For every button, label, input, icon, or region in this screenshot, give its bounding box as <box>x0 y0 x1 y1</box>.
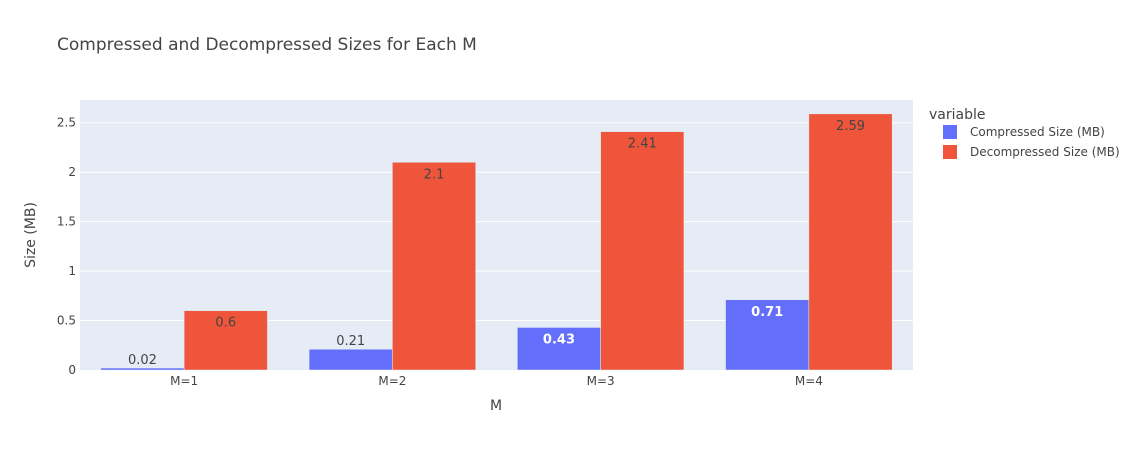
bar-value-label: 2.1 <box>424 167 445 182</box>
bar-value-label: 0.02 <box>128 353 157 368</box>
legend-label: Compressed Size (MB) <box>970 125 1105 139</box>
bar-decompressed-2 <box>392 162 476 371</box>
x-axis-ticks: M=1 M=2 M=3 M=4 <box>170 374 823 388</box>
y-axis-title: Size (MB) <box>23 202 39 268</box>
bar-value-label: 0.6 <box>215 316 236 331</box>
x-tick-label: M=4 <box>795 374 823 388</box>
legend-label: Decompressed Size (MB) <box>970 145 1120 159</box>
bar-value-label: 2.59 <box>836 119 865 134</box>
bar-compressed-3 <box>517 327 601 371</box>
y-tick-label: 0.5 <box>57 314 76 328</box>
bar-compressed-4 <box>725 299 810 371</box>
legend-swatch <box>943 145 957 159</box>
bar-compressed-1 <box>100 367 185 371</box>
x-axis-title: M <box>490 398 502 414</box>
bar-value-label: 0.21 <box>336 334 365 349</box>
bar-labels: 0.02 0.6 0.21 2.1 0.43 2.41 0.71 2.59 <box>128 119 865 368</box>
x-tick-label: M=1 <box>170 374 198 388</box>
y-tick-label: 0 <box>68 363 76 377</box>
legend-swatch <box>943 125 957 139</box>
chart-title: Compressed and Decompressed Sizes for Ea… <box>57 35 477 55</box>
bar-decompressed-3 <box>600 131 685 371</box>
bars <box>100 113 893 371</box>
bar-value-label: 0.71 <box>751 305 783 320</box>
bar-decompressed-4 <box>808 113 893 371</box>
x-tick-label: M=2 <box>378 374 406 388</box>
y-tick-label: 1 <box>68 264 76 278</box>
y-tick-label: 2.5 <box>57 116 76 130</box>
bar-value-label: 0.43 <box>543 332 575 347</box>
y-axis-ticks: 0 0.5 1 1.5 2 2.5 <box>57 116 76 377</box>
bar-compressed-2 <box>308 348 393 371</box>
x-tick-label: M=3 <box>587 374 615 388</box>
legend-title: variable <box>929 107 985 123</box>
bar-decompressed-1 <box>183 310 268 371</box>
y-tick-label: 1.5 <box>57 215 76 229</box>
legend: variable Compressed Size (MB) Decompresse… <box>929 107 1120 159</box>
bar-value-label: 2.41 <box>628 137 657 152</box>
y-tick-label: 2 <box>68 165 76 179</box>
